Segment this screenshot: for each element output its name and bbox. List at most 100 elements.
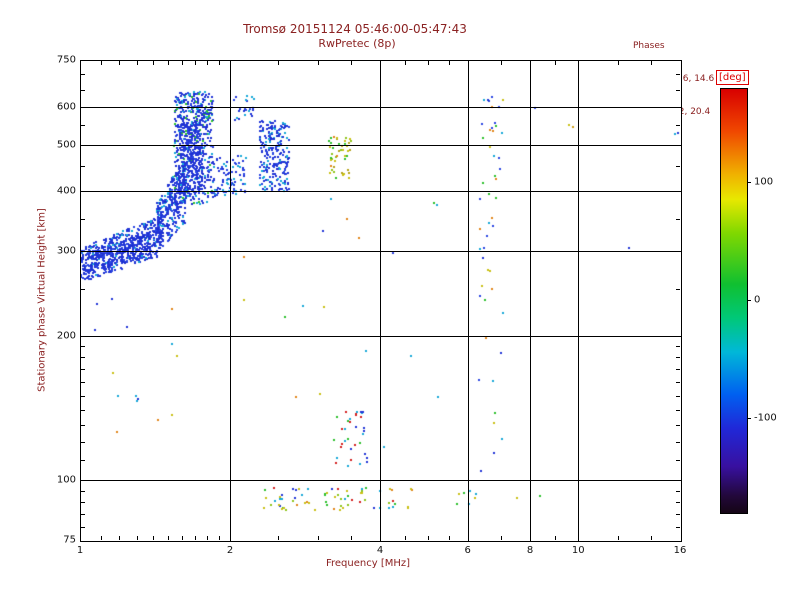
minor-tick-x [555, 61, 557, 65]
minor-tick-y [81, 218, 85, 220]
y-tick-label-400: 400 [56, 185, 76, 197]
minor-tick-y [676, 460, 680, 462]
colorbar-tick-100 [747, 182, 751, 184]
minor-tick-x [100, 536, 102, 540]
minor-tick-x [448, 536, 450, 540]
x-tick-label-1: 1 [76, 545, 84, 556]
minor-tick-y [676, 289, 680, 291]
gridline-x-2 [230, 60, 231, 541]
minor-tick-x [651, 61, 653, 65]
scatter-canvas [81, 61, 681, 541]
minor-tick-x [501, 536, 503, 540]
x-axis-title: Frequency [MHz] [325, 558, 411, 569]
minor-tick-y [676, 382, 680, 384]
plot-area [80, 60, 682, 542]
minor-tick-x [278, 536, 280, 540]
minor-tick-y [81, 442, 85, 444]
minor-tick-y [81, 501, 85, 503]
minor-tick-y [81, 513, 85, 515]
minor-tick-x [207, 536, 209, 540]
phase-stats-header: Phases [633, 41, 665, 51]
minor-tick-y [81, 74, 85, 76]
minor-tick-x [207, 61, 209, 65]
minor-tick-x [194, 61, 196, 65]
minor-tick-y [81, 490, 85, 492]
gridline-y-200 [80, 335, 681, 337]
minor-tick-x [617, 536, 619, 540]
minor-tick-x [428, 536, 430, 540]
minor-tick-y [81, 425, 85, 427]
minor-tick-y [676, 218, 680, 220]
gridline-y-300 [80, 251, 681, 252]
colorbar-tick-0 [747, 300, 751, 301]
minor-tick-y [676, 89, 680, 91]
colorbar-unit-label: [deg] [716, 70, 749, 85]
colorbar [720, 88, 748, 514]
minor-tick-y [676, 442, 680, 444]
y-tick-label-750: 750 [56, 54, 76, 66]
gridline-x-8 [530, 60, 531, 541]
minor-tick-y [676, 501, 680, 503]
minor-tick-x [448, 61, 450, 65]
minor-tick-y [81, 526, 85, 528]
gridline-x-4 [380, 60, 381, 541]
minor-tick-y [81, 395, 85, 397]
minor-tick-y [81, 89, 85, 91]
minor-tick-y [676, 513, 680, 515]
gridline-x-6 [467, 60, 469, 541]
gridline-x-10 [578, 60, 580, 541]
minor-tick-x [317, 61, 319, 65]
plot-subtitle: RwPretec (8p) [318, 37, 396, 50]
minor-tick-x [181, 536, 183, 540]
minor-tick-x [351, 61, 353, 65]
minor-tick-x [351, 536, 353, 540]
minor-tick-y [676, 526, 680, 528]
gridline-y-400 [80, 191, 681, 193]
minor-tick-y [676, 395, 680, 397]
minor-tick-y [676, 346, 680, 348]
x-tick-label-2: 2 [226, 545, 234, 556]
minor-tick-y [81, 346, 85, 348]
x-tick-label-10: 10 [571, 545, 585, 556]
x-tick-label-6: 6 [464, 545, 471, 556]
y-tick-label-200: 200 [56, 330, 76, 342]
minor-tick-x [218, 61, 220, 65]
gridline-y-600 [80, 106, 681, 108]
colorbar-tick-label-0: 0 [754, 294, 761, 306]
y-tick-label-75: 75 [63, 534, 76, 546]
minor-tick-x [405, 536, 407, 540]
minor-tick-y [676, 490, 680, 492]
minor-tick-y [676, 124, 680, 126]
minor-tick-y [676, 425, 680, 427]
minor-tick-x [501, 61, 503, 65]
plot-title: Tromsø 20151124 05:46:00-05:47:43 [243, 22, 467, 36]
y-tick-label-500: 500 [56, 139, 76, 151]
colorbar-tick--100 [747, 417, 751, 419]
minor-tick-y [81, 369, 85, 371]
x-tick-label-16: 16 [673, 545, 687, 556]
minor-tick-x [136, 536, 138, 540]
minor-tick-y [81, 289, 85, 291]
minor-tick-x [119, 536, 121, 540]
minor-tick-y [81, 460, 85, 462]
minor-tick-x [167, 536, 169, 540]
gridline-y-500 [80, 144, 681, 146]
y-tick-label-600: 600 [56, 101, 76, 113]
colorbar-tick-label-100: 100 [754, 176, 774, 188]
minor-tick-y [81, 357, 85, 359]
minor-tick-x [152, 61, 154, 65]
minor-tick-y [81, 409, 85, 411]
minor-tick-y [676, 74, 680, 76]
minor-tick-y [676, 369, 680, 371]
minor-tick-x [278, 61, 280, 65]
y-tick-label-100: 100 [56, 474, 76, 486]
minor-tick-y [81, 166, 85, 168]
minor-tick-x [555, 536, 557, 540]
minor-tick-x [181, 61, 183, 65]
minor-tick-x [617, 61, 619, 65]
minor-tick-x [317, 536, 319, 540]
minor-tick-y [676, 357, 680, 359]
y-axis-title: Stationary phase Virtual Height [km] [36, 208, 48, 392]
colorbar-tick-label--100: -100 [754, 412, 777, 424]
